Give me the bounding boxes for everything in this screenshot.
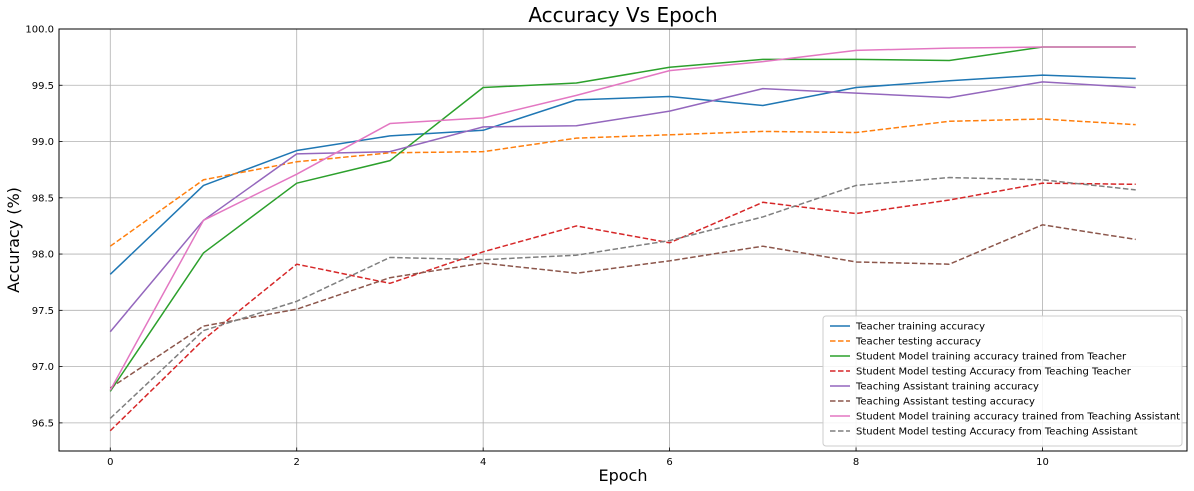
series-line-4 (109, 182, 1136, 432)
series-line-2 (109, 118, 1136, 247)
y-tick-label: 97.5 (32, 306, 54, 317)
series-line-3 (109, 46, 1136, 392)
ticks: 0 2 4 6 8 10 96.5 97.0 97.5 98.0 98.5 99.0 99.5 100.0 (25, 25, 1049, 469)
legend-entry-3: Student Model training accuracy trained … (856, 352, 1127, 363)
legend-entry-6: Teaching Assistant testing accuracy (855, 397, 1035, 408)
legend-box (822, 315, 1183, 447)
chart-title: Accuracy Vs Epoch (528, 3, 717, 27)
legend-entry-7: Student Model training accuracy trained … (856, 412, 1180, 423)
x-tick-label: 2 (294, 457, 300, 468)
legend-entry-4: Student Model testing Accuracy from Teac… (856, 367, 1132, 378)
series-line-6 (109, 224, 1136, 389)
x-tick-label: 6 (666, 457, 672, 468)
y-tick-label: 97.0 (32, 362, 54, 373)
legend-entry-1: Teacher training accuracy (855, 322, 985, 333)
x-axis-label: Epoch (599, 466, 648, 485)
legend-entry-5: Teaching Assistant training accuracy (855, 382, 1039, 393)
series-line-5 (109, 81, 1136, 333)
legend-entry-8: Student Model testing Accuracy from Teac… (856, 427, 1138, 438)
y-tick-label: 99.5 (32, 81, 54, 92)
y-axis-label: Accuracy (%) (4, 187, 23, 293)
y-tick-label: 99.0 (32, 137, 54, 148)
y-tick-label: 100.0 (25, 25, 54, 36)
y-tick-label: 98.5 (32, 193, 54, 204)
x-tick-label: 10 (1036, 457, 1049, 468)
series-lines (109, 46, 1136, 432)
x-tick-label: 4 (480, 457, 486, 468)
legend-entry-2: Teacher testing accuracy (855, 337, 981, 348)
series-line-7 (109, 46, 1136, 391)
x-tick-label: 0 (107, 457, 113, 468)
x-tick-label: 8 (853, 457, 859, 468)
plot-frame (58, 28, 1188, 452)
legend: Teacher training accuracy Teacher testing… (822, 315, 1183, 447)
series-line-8 (109, 176, 1136, 419)
y-tick-label: 98.0 (32, 250, 54, 261)
y-tick-label: 96.5 (32, 418, 54, 429)
series-line-1 (109, 74, 1136, 275)
